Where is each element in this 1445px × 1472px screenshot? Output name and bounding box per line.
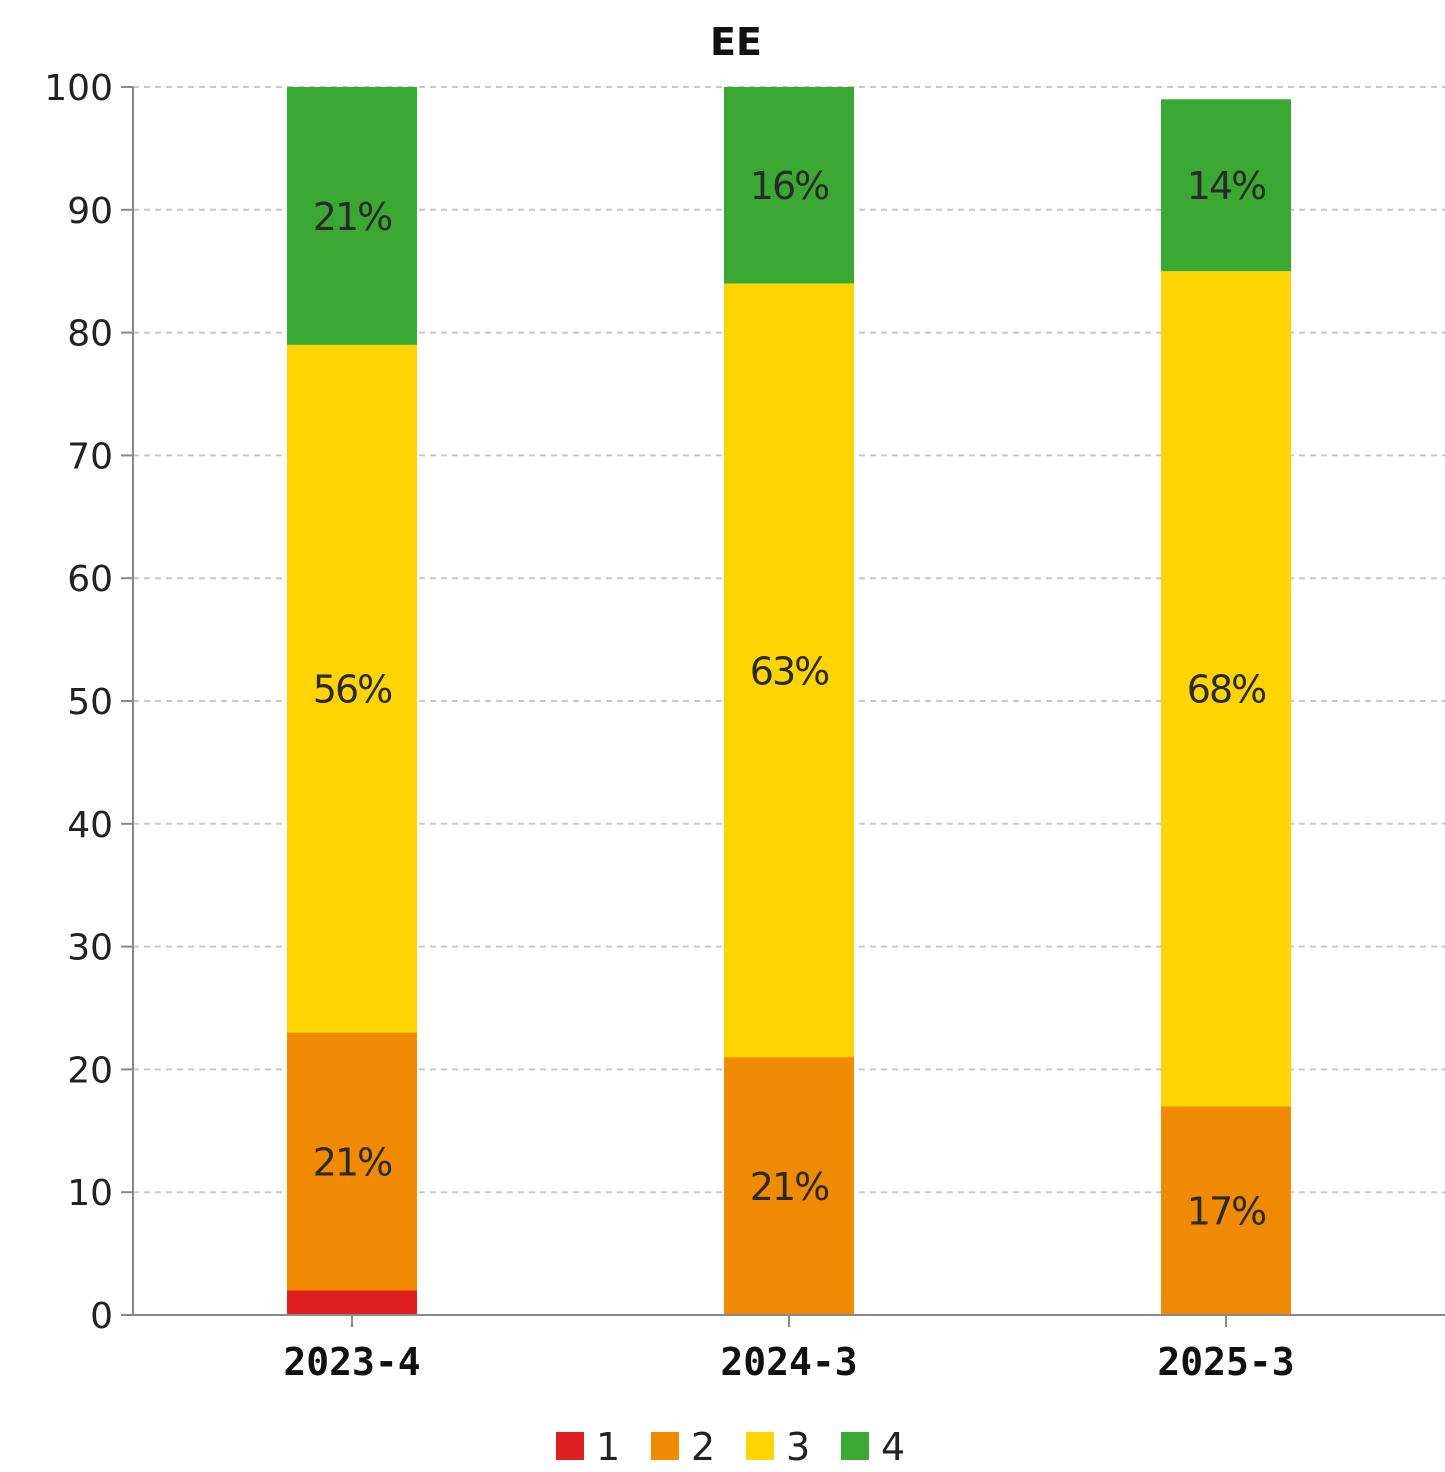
bar-segment[interactable] (287, 87, 417, 345)
y-tick-label: 50 (67, 682, 113, 723)
bar-segment[interactable] (724, 1057, 854, 1315)
data-label: 63% (750, 649, 829, 693)
axes: 0 10 20 30 40 50 60 70 80 90 100 2023-4 2024-3 2025-3 (44, 68, 1445, 1384)
legend-label: 4 (881, 1425, 905, 1469)
data-label: 17% (1187, 1190, 1266, 1234)
bar-segment[interactable] (287, 1032, 417, 1291)
data-label: 16% (750, 164, 829, 208)
x-tick-label: 2023-4 (283, 1340, 420, 1384)
y-tick-label: 70 (67, 436, 113, 477)
legend-swatch (746, 1432, 774, 1460)
y-tick-label: 100 (44, 68, 113, 109)
data-label: 14% (1187, 164, 1266, 208)
legend-item[interactable]: 2 (651, 1425, 715, 1469)
x-tick-label: 2025-3 (1157, 1340, 1294, 1384)
data-label: 56% (313, 668, 392, 712)
bar-segment[interactable] (287, 344, 417, 1033)
bar-segment[interactable] (724, 87, 854, 284)
legend-label: 2 (691, 1425, 715, 1469)
bar-segment[interactable] (1161, 99, 1291, 272)
y-tick-label: 80 (67, 314, 113, 355)
data-label: 21% (313, 1141, 392, 1185)
y-tick-label: 10 (67, 1173, 113, 1214)
bar-segment[interactable] (724, 283, 854, 1058)
legend-item[interactable]: 3 (746, 1425, 810, 1469)
x-tick-label: 2024-3 (720, 1340, 857, 1384)
bars: 21% 56% 21% 21% 63% 16% 17% 68% 14% (287, 87, 1291, 1315)
legend-label: 3 (786, 1425, 810, 1469)
data-label: 21% (313, 195, 392, 239)
y-tick-label: 20 (67, 1050, 113, 1091)
bar-segment[interactable] (287, 1290, 417, 1315)
y-tick-label: 90 (67, 191, 113, 232)
chart-title: EE (710, 20, 762, 64)
bar-segment[interactable] (1161, 1106, 1291, 1315)
y-tick-label: 0 (90, 1296, 113, 1337)
legend[interactable]: 1 2 3 4 (556, 1425, 905, 1469)
legend-swatch (651, 1432, 679, 1460)
legend-item[interactable]: 4 (841, 1425, 905, 1469)
data-label: 21% (750, 1165, 829, 1209)
legend-swatch (841, 1432, 869, 1460)
legend-item[interactable]: 1 (556, 1425, 620, 1469)
y-tick-label: 30 (67, 928, 113, 969)
legend-label: 1 (596, 1425, 620, 1469)
legend-swatch (556, 1432, 584, 1460)
y-tick-label: 40 (67, 805, 113, 846)
bar-segment[interactable] (1161, 271, 1291, 1107)
data-label: 68% (1187, 668, 1266, 712)
y-tick-label: 60 (67, 559, 113, 600)
